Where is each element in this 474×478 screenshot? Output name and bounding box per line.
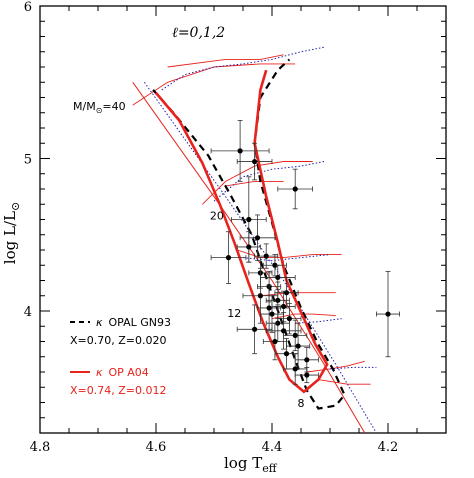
mass-label: 12 <box>227 307 241 320</box>
data-point <box>239 214 276 262</box>
data-point-marker <box>283 351 290 357</box>
mass-label: 8 <box>298 397 305 410</box>
zams-red-line <box>132 82 366 433</box>
data-point-marker <box>252 326 258 332</box>
data-point-marker <box>304 372 310 378</box>
red-evolutionary-track <box>132 63 296 106</box>
data-point <box>375 270 401 358</box>
legend-op-label: κ OP A04 <box>96 366 149 379</box>
curves-clipped <box>132 46 377 433</box>
legend-opal-label: κ OPAL GN93 <box>96 316 171 329</box>
data-point-marker <box>292 366 298 372</box>
data-point-marker <box>281 303 287 310</box>
legend: κ OPAL GN93 X=0.70, Z=0.020 κ OP A04 X=0.7… <box>70 316 171 397</box>
data-point-marker <box>281 328 287 334</box>
y-tick-label: 6 <box>24 0 32 15</box>
data-point-marker <box>272 262 278 268</box>
red-evolutionary-track <box>318 379 371 385</box>
curves-layer <box>132 46 377 433</box>
data-point <box>265 304 290 342</box>
axis-ticks: 4.8 4.6 4.4 4.2 4 5 6 <box>24 0 447 455</box>
data-point-marker <box>269 311 275 317</box>
red-evolutionary-track <box>306 360 365 373</box>
x-tick-label: 4.4 <box>262 440 283 455</box>
op-instability-boundary <box>155 69 329 394</box>
data-point-marker <box>295 343 301 349</box>
zams-blue-dotted-line <box>143 82 377 433</box>
data-points <box>210 119 401 385</box>
data-point-marker <box>275 320 281 326</box>
y-tick-label: 5 <box>24 153 32 168</box>
data-point <box>294 347 319 373</box>
legend-opal-composition: X=0.70, Z=0.020 <box>70 334 166 347</box>
mass-labels: 20 12 8 <box>210 210 305 411</box>
data-point-marker <box>304 357 310 363</box>
data-point <box>210 231 247 284</box>
data-point <box>283 319 308 352</box>
x-axis-title: log Teff <box>224 454 278 475</box>
y-axis-title: log L/L⊙ <box>1 202 22 264</box>
data-point-marker <box>266 305 272 311</box>
data-point-marker <box>385 311 391 317</box>
data-point <box>236 231 261 263</box>
ell-annotation: ℓ=0,1,2 <box>172 25 225 41</box>
data-point-marker <box>257 293 263 299</box>
x-tick-label: 4.8 <box>30 440 51 455</box>
mass-40-label: M/M⊙=40 <box>73 100 126 115</box>
y-tick-label: 4 <box>24 305 32 320</box>
blue-evolutionary-track <box>295 318 342 324</box>
data-point-marker <box>292 186 298 192</box>
data-point <box>283 353 308 385</box>
data-point-marker <box>252 158 258 165</box>
data-point-marker <box>275 274 281 281</box>
data-point <box>236 142 273 181</box>
mass-label: 20 <box>210 210 224 223</box>
data-point-marker <box>275 297 281 303</box>
x-tick-label: 4.2 <box>378 440 399 455</box>
data-point <box>254 243 279 269</box>
data-point-marker <box>292 332 298 338</box>
data-point-marker <box>237 148 243 154</box>
legend-op-composition: X=0.74, Z=0.012 <box>70 384 166 397</box>
data-point <box>294 367 319 384</box>
red-evolutionary-track <box>167 54 284 68</box>
data-point-marker <box>263 253 269 259</box>
data-point-marker <box>272 338 278 345</box>
blue-evolutionary-track <box>329 366 377 370</box>
data-point <box>277 168 314 210</box>
data-point <box>274 277 299 309</box>
opal-instability-boundary <box>152 58 346 410</box>
blue-evolutionary-track <box>213 161 325 202</box>
data-point-marker <box>246 216 252 223</box>
data-point-marker <box>246 244 252 250</box>
data-point <box>210 119 270 182</box>
x-tick-label: 4.6 <box>146 440 167 455</box>
data-point-marker <box>254 235 261 241</box>
red-evolutionary-track <box>237 249 342 259</box>
blue-evolutionary-track <box>161 46 325 91</box>
data-point <box>277 302 302 335</box>
red-evolutionary-track <box>225 180 284 187</box>
data-point <box>236 304 273 355</box>
data-point-marker <box>225 255 232 261</box>
data-point-marker <box>286 316 292 322</box>
